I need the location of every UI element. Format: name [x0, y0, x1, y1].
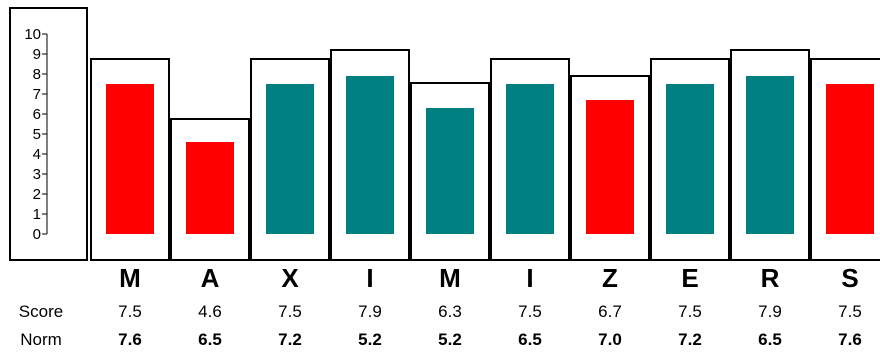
norm-row-label: Norm — [20, 330, 62, 349]
norm-value: 7.6 — [838, 330, 862, 349]
score-value: 7.5 — [678, 302, 702, 321]
bar-r-8 — [746, 76, 794, 234]
norm-value: 7.2 — [678, 330, 702, 349]
category-letter: R — [760, 263, 780, 293]
score-value: 7.9 — [358, 302, 382, 321]
y-tick-label: 4 — [33, 146, 41, 163]
bar-z-6 — [586, 100, 634, 234]
norm-value: 6.5 — [518, 330, 542, 349]
category-letter: Z — [602, 263, 618, 293]
score-row-label: Score — [18, 302, 64, 321]
y-tick-label: 10 — [24, 26, 41, 43]
score-value: 7.5 — [838, 302, 862, 321]
bar-m-4 — [426, 108, 474, 234]
y-axis-ticks: 0 1 2 3 4 5 6 7 8 9 10 — [24, 26, 47, 243]
category-letter: I — [366, 263, 374, 293]
score-value: 7.9 — [758, 302, 782, 321]
y-tick-label: 8 — [33, 66, 41, 83]
bar-i-3 — [346, 76, 394, 234]
bar-a-1 — [186, 142, 234, 234]
category-letter: I — [526, 263, 534, 293]
norm-value: 5.2 — [358, 330, 382, 349]
norm-value: 7.6 — [118, 330, 142, 349]
category-letter: S — [841, 263, 859, 293]
y-tick-label: 0 — [33, 226, 41, 243]
category-letter: M — [119, 263, 141, 293]
category-letter: A — [200, 263, 220, 293]
norm-value: 6.5 — [758, 330, 782, 349]
y-tick-label: 5 — [33, 126, 41, 143]
score-value: 7.5 — [118, 302, 142, 321]
bar-s-9 — [826, 84, 874, 234]
category-letter: X — [281, 263, 299, 293]
bar-x-2 — [266, 84, 314, 234]
y-tick-label: 7 — [33, 86, 41, 103]
norm-value: 6.5 — [198, 330, 222, 349]
score-value: 7.5 — [278, 302, 302, 321]
bar-m-0 — [106, 84, 154, 234]
y-tick-label: 6 — [33, 106, 41, 123]
y-axis-panel — [9, 7, 88, 261]
norm-value: 7.2 — [278, 330, 302, 349]
category-letter: M — [439, 263, 461, 293]
y-tick-label: 3 — [33, 166, 41, 183]
score-value: 7.5 — [518, 302, 542, 321]
y-tick-label: 9 — [33, 46, 41, 63]
y-tick-label: 2 — [33, 186, 41, 203]
category-letter: E — [681, 263, 699, 293]
norm-value: 7.0 — [598, 330, 622, 349]
bars — [90, 49, 880, 261]
bar-e-7 — [666, 84, 714, 234]
bar-chart: 0 1 2 3 4 5 6 7 8 9 10 — [9, 7, 880, 261]
score-value: 6.7 — [598, 302, 622, 321]
y-tick-label: 1 — [33, 206, 41, 223]
norm-value: 5.2 — [438, 330, 462, 349]
score-value: 4.6 — [198, 302, 222, 321]
score-value: 6.3 — [438, 302, 462, 321]
bar-i-5 — [506, 84, 554, 234]
